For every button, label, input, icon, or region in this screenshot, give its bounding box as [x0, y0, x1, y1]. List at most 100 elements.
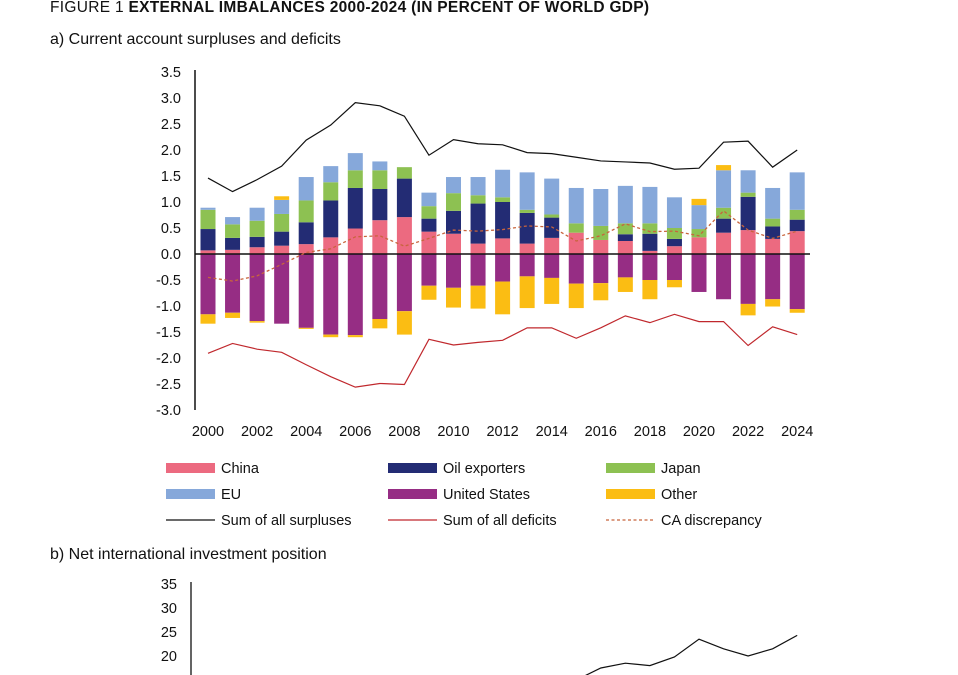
bar-eu-2024: [789, 172, 805, 210]
bar-united-states-2001: [225, 254, 241, 313]
bar-other-2021: [716, 165, 732, 171]
legend-label: Sum of all deficits: [443, 513, 557, 529]
bar-japan-2008: [396, 167, 412, 179]
bar-eu-2002: [249, 207, 265, 221]
bar-oil-exporters-2012: [495, 202, 511, 239]
bar-other-2022: [740, 303, 756, 316]
bar-oil-exporters-2024: [789, 219, 805, 232]
x-tick-label: 2016: [585, 424, 617, 440]
bar-china-2013: [519, 243, 535, 254]
bar-eu-2019: [666, 197, 682, 228]
bar-united-states-2008: [396, 254, 412, 312]
y-tick-label-b: 25: [161, 625, 177, 641]
y-tick-label: 2.0: [161, 143, 181, 159]
bar-other-2016: [593, 283, 609, 301]
bar-eu-2022: [740, 170, 756, 193]
bar-united-states-2012: [495, 254, 511, 282]
y-tick-label: 0.0: [161, 247, 181, 263]
bar-oil-exporters-2009: [421, 218, 437, 232]
bar-eu-2007: [372, 161, 388, 171]
bar-eu-2001: [225, 217, 241, 225]
bar-japan-2019: [666, 228, 682, 239]
bar-china-2012: [495, 238, 511, 254]
bar-japan-2016: [593, 225, 609, 240]
bar-oil-exporters-2000: [200, 229, 216, 251]
bar-other-2005: [323, 334, 339, 338]
bar-china-2008: [396, 217, 412, 254]
bar-other-2023: [765, 299, 781, 307]
line-niip: [585, 634, 798, 675]
bar-japan-2004: [298, 200, 314, 223]
bar-oil-exporters-2003: [274, 231, 290, 246]
bar-japan-2022: [740, 192, 756, 197]
bar-oil-exporters-2010: [446, 210, 461, 234]
legend-label: Japan: [661, 461, 701, 477]
bar-united-states-2020: [691, 254, 707, 292]
bar-china-2017: [617, 241, 633, 254]
x-tick-label: 2012: [486, 424, 518, 440]
line-ca-discrepancy: [207, 209, 798, 282]
bar-other-2011: [470, 285, 486, 309]
figure-title: FIGURE 1 EXTERNAL IMBALANCES 2000-2024 (…: [50, 0, 649, 17]
bar-japan-2014: [544, 214, 560, 218]
bar-eu-2005: [323, 166, 339, 183]
bar-united-states-2017: [617, 254, 633, 278]
bar-other-2019: [666, 280, 682, 288]
y-tick-label-b: 30: [161, 601, 177, 617]
bar-eu-2004: [298, 177, 314, 201]
y-tick-label: 2.5: [161, 117, 181, 133]
legend-label: Other: [661, 487, 697, 503]
bar-china-2014: [544, 237, 560, 254]
x-tick-label: 2000: [192, 424, 224, 440]
bar-eu-2020: [691, 205, 707, 230]
bar-eu-2009: [421, 192, 437, 207]
legend-label: EU: [221, 487, 241, 503]
bar-oil-exporters-2021: [716, 218, 732, 233]
bar-oil-exporters-2002: [249, 236, 265, 248]
legend-item: China: [166, 461, 260, 477]
bar-other-2004: [298, 327, 314, 329]
bar-japan-2002: [249, 220, 265, 237]
bar-china-2010: [446, 233, 461, 254]
legend-item: Oil exporters: [388, 461, 525, 477]
x-tick-label: 2004: [290, 424, 322, 440]
bar-oil-exporters-2008: [396, 178, 412, 218]
x-tick-label: 2020: [683, 424, 715, 440]
bar-japan-2015: [568, 223, 584, 233]
bar-eu-2010: [446, 177, 461, 194]
bar-other-2024: [789, 309, 805, 313]
bar-other-2014: [544, 277, 560, 304]
bar-china-2024: [789, 231, 805, 254]
bar-oil-exporters-2018: [642, 233, 658, 251]
bar-other-2000: [200, 314, 216, 324]
bar-china-2000: [200, 250, 216, 254]
bar-other-2001: [225, 312, 241, 318]
legend-label: Sum of all surpluses: [221, 513, 352, 529]
x-tick-label: 2006: [339, 424, 371, 440]
legend-item: Japan: [606, 461, 701, 477]
legend-item: CA discrepancy: [606, 513, 762, 529]
bar-japan-2020: [691, 229, 707, 238]
bar-other-2018: [642, 280, 658, 300]
bar-japan-2018: [642, 223, 658, 234]
bar-china-2016: [593, 239, 609, 254]
bar-china-2011: [470, 243, 486, 254]
legend-label: China: [221, 461, 260, 477]
bar-eu-2018: [642, 186, 658, 224]
bar-united-states-2018: [642, 254, 658, 280]
panel-b-title: b) Net international investment position: [50, 546, 327, 563]
legend-item: Other: [606, 487, 697, 503]
legend-swatch: [606, 463, 655, 473]
bar-oil-exporters-2022: [740, 196, 756, 231]
bar-japan-2024: [789, 209, 805, 220]
bar-china-2002: [249, 247, 265, 254]
bar-united-states-2003: [274, 254, 290, 324]
bar-eu-2021: [716, 170, 732, 208]
bar-oil-exporters-2017: [617, 234, 633, 241]
y-tick-label: 1.5: [161, 169, 181, 185]
bar-united-states-2004: [298, 254, 314, 328]
y-tick-label: 0.5: [161, 221, 181, 237]
y-tick-label: -0.5: [156, 273, 181, 289]
bar-other-2009: [421, 285, 437, 300]
bar-eu-2000: [200, 207, 216, 210]
